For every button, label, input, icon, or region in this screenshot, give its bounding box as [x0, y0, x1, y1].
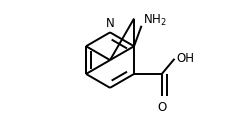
Text: OH: OH: [176, 52, 194, 65]
Text: N: N: [105, 17, 114, 30]
Text: O: O: [156, 101, 166, 114]
Text: NH$_2$: NH$_2$: [143, 13, 166, 28]
